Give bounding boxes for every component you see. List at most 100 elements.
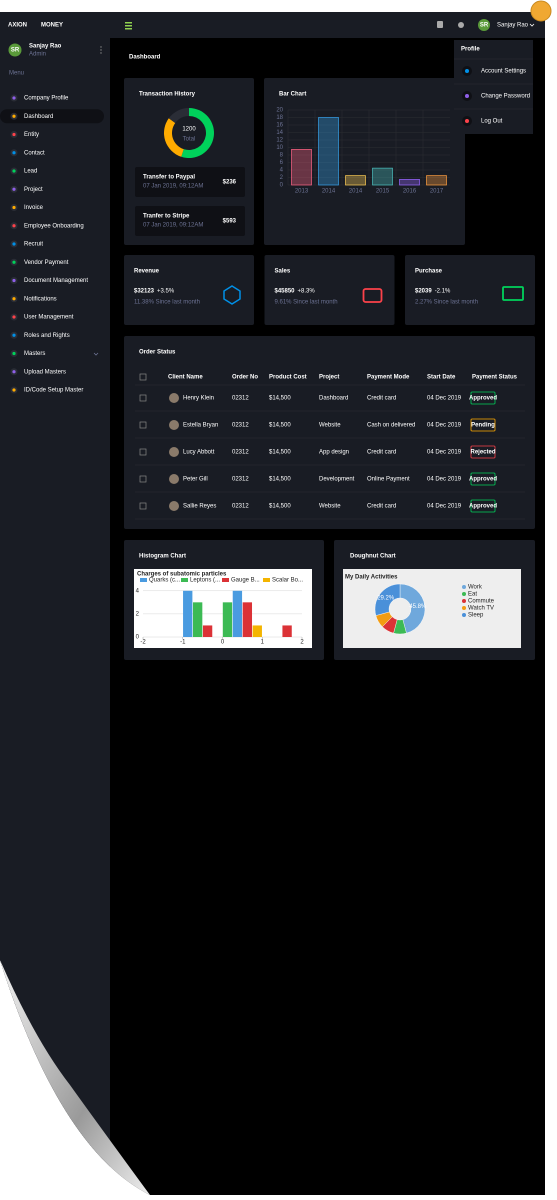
sidebar-item[interactable]: Project [24, 187, 43, 193]
doughnut-segment [374, 583, 401, 616]
sidebar-options [100, 49, 102, 51]
histogram-bar [242, 602, 253, 637]
stat-change: +3.5% [157, 289, 175, 295]
sidebar-icon-dot [12, 351, 16, 356]
x-tick-label: 1 [261, 640, 265, 646]
sidebar-item[interactable]: Document Management [24, 278, 88, 284]
sidebar-item[interactable]: Upload Masters [24, 369, 66, 375]
legend-swatch [263, 578, 270, 582]
column-header: Client Name [168, 375, 203, 381]
x-tick-label: -1 [180, 640, 186, 646]
sidebar-item[interactable]: Invoice [24, 205, 44, 211]
product-cost: $14,500 [269, 477, 291, 483]
sidebar-item[interactable]: ID/Code Setup Master [24, 388, 83, 394]
icon-notifications[interactable] [458, 22, 464, 28]
icon-messages[interactable] [437, 21, 443, 28]
client-name: Sallie Reyes [183, 504, 216, 510]
sidebar-icon-dot [12, 151, 16, 155]
sidebar-item[interactable]: Masters [24, 351, 45, 357]
sidebar-icon-dot [12, 333, 16, 337]
status-badge [470, 391, 496, 405]
client-avatar [169, 393, 179, 403]
column-header: Payment Mode [367, 375, 410, 381]
y-tick-label: 0 [136, 635, 140, 641]
legend-swatch [462, 599, 466, 603]
donut-segment [168, 108, 189, 124]
status-label: Approved [469, 504, 497, 510]
legend-label: Eat [468, 592, 477, 598]
sidebar-item[interactable]: Recruit [24, 242, 43, 248]
sidebar-icon-dot [12, 205, 16, 210]
donut-total: 1200 [182, 127, 196, 133]
checkbox[interactable] [139, 502, 147, 510]
transfer-item [135, 167, 245, 197]
client-name: Henry Klein [183, 396, 214, 402]
sidebar-item[interactable]: Notifications [24, 296, 57, 302]
donut-total-label: Total [183, 137, 196, 143]
status-label: Pending [471, 423, 495, 429]
menu-toggle-bar [125, 28, 132, 30]
legend-swatch [181, 578, 188, 582]
corner-badge [530, 0, 552, 22]
sidebar-item[interactable]: Contact [24, 150, 45, 156]
transfer-title: Transfer to Paypal [143, 175, 195, 181]
x-tick-label: 2017 [430, 189, 444, 195]
bar [399, 179, 420, 186]
stat-note: 11.38% Since last month [134, 300, 200, 306]
stat-title: Sales [275, 269, 291, 275]
dropdown-caret [529, 23, 535, 27]
client-avatar [169, 474, 179, 484]
y-tick-label: 16 [276, 123, 283, 129]
histogram-bar [183, 590, 193, 637]
checkbox[interactable] [139, 421, 147, 429]
sidebar-item[interactable]: Lead [24, 169, 37, 175]
sidebar-item[interactable]: Dashboard [24, 114, 53, 120]
sidebar-options [100, 52, 102, 54]
payment-mode: Credit card [367, 450, 396, 456]
sidebar-initials: SR [11, 48, 20, 54]
status-badge [470, 499, 496, 513]
checkbox[interactable] [139, 475, 147, 483]
stat-value: $2039 [415, 289, 432, 295]
sidebar-item[interactable]: Roles and Rights [24, 333, 70, 339]
start-date: 04 Dec 2019 [427, 396, 462, 402]
dropdown-item[interactable]: Log Out [481, 119, 503, 125]
checkbox[interactable] [139, 448, 147, 456]
sidebar-item[interactable]: Entity [24, 132, 39, 138]
stat-title: Revenue [134, 269, 160, 275]
user-avatar[interactable] [478, 19, 490, 31]
project: App design [319, 450, 349, 456]
user-name[interactable]: Sanjay Rao [497, 23, 529, 29]
legend-label: Work [468, 585, 483, 591]
sidebar-item[interactable]: Vendor Payment [24, 260, 69, 266]
user-initials: SR [480, 23, 489, 29]
sidebar-item[interactable]: Company Profile [24, 96, 69, 102]
sidebar-item[interactable]: User Management [24, 315, 74, 321]
stat-card [264, 255, 395, 325]
sidebar-icon-dot [12, 187, 16, 191]
checkbox[interactable] [139, 394, 147, 402]
y-tick-label: 14 [276, 130, 283, 136]
client-name: Lucy Abbott [183, 450, 215, 456]
bar-chart-card [264, 78, 465, 245]
dropdown-item[interactable]: Change Password [481, 94, 530, 100]
status-badge [470, 418, 496, 432]
order-no: 02312 [232, 477, 249, 483]
checkbox[interactable] [139, 373, 147, 381]
dropdown-item[interactable]: Account Settings [481, 69, 526, 75]
sidebar-item[interactable]: Employee Onboarding [24, 223, 84, 229]
top-bar [0, 12, 545, 38]
y-tick-label: 12 [276, 138, 283, 144]
transfer-date: 07 Jan 2019, 09:12AM [143, 184, 203, 190]
dropdown-icon-dot [465, 69, 469, 73]
x-tick-label: 2016 [403, 189, 417, 195]
sidebar-icon-dot [12, 370, 16, 374]
legend-label: Leptons (... [190, 578, 220, 584]
y-tick-label: 2 [280, 175, 284, 181]
sidebar-icon-dot [12, 114, 16, 118]
dropdown-title: Profile [461, 47, 480, 53]
legend-label: Commute [468, 599, 495, 605]
status-label: Approved [469, 477, 497, 483]
